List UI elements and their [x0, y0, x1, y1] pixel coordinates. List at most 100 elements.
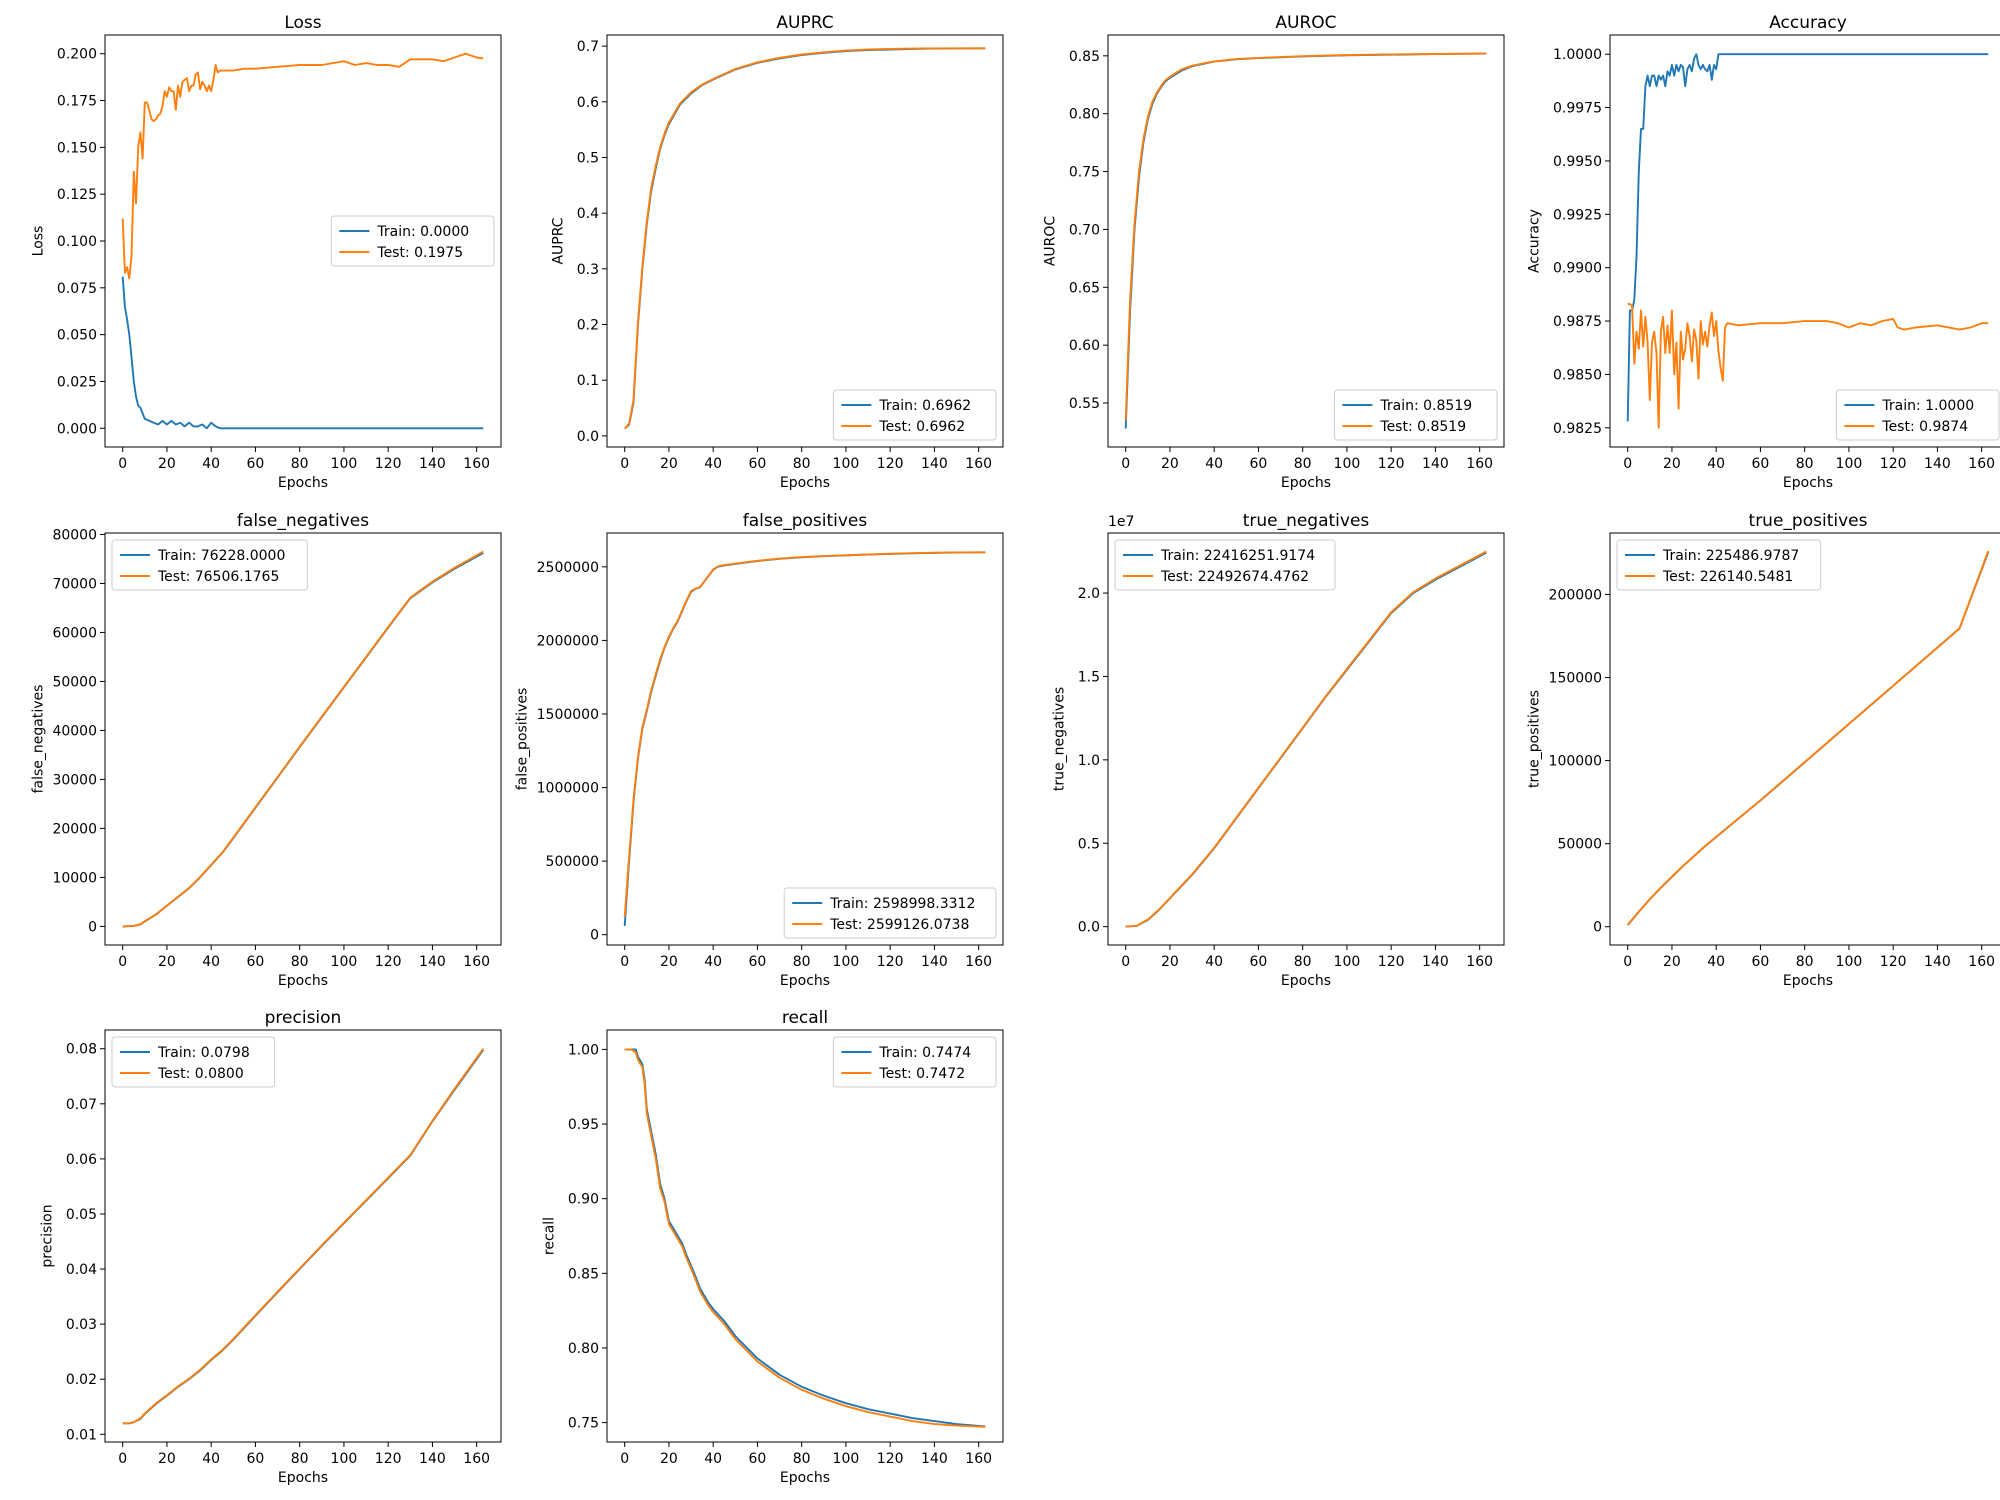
y-tick-label: 1500000: [537, 707, 599, 723]
x-tick-label: 120: [1880, 456, 1907, 472]
y-tick-label: 0.85: [568, 1266, 599, 1282]
x-tick-label: 80: [291, 954, 309, 970]
y-tick-label: 2500000: [537, 560, 599, 576]
x-tick-label: 40: [202, 1451, 220, 1467]
legend-label-train: Train: 225486.9787: [1662, 548, 1799, 564]
x-tick-label: 0: [1121, 456, 1130, 472]
x-tick-label: 40: [1707, 954, 1725, 970]
x-tick-label: 100: [1334, 954, 1361, 970]
y-tick-label: 20000: [52, 821, 97, 837]
plot-frame: [606, 532, 1004, 946]
y-axis-label: precision: [39, 1204, 55, 1267]
x-tick-label: 20: [158, 456, 176, 472]
legend: Train: 0.8519 Test: 0.8519: [1333, 389, 1498, 441]
x-axis-label: Epochs: [278, 475, 328, 491]
series-line-test: [122, 1048, 485, 1425]
y-tick-label: 0.150: [57, 140, 97, 156]
x-tick-label: 100: [1334, 456, 1361, 472]
y-tick-label: 0.025: [57, 374, 97, 390]
series-line-test: [623, 551, 986, 918]
plot-frame: [1609, 34, 2000, 448]
x-axis-label: Epochs: [1783, 973, 1833, 989]
x-tick-label: 120: [877, 954, 904, 970]
x-tick-label: 100: [833, 954, 860, 970]
panel-false-positives: 0 20 40 60 80 100 120 140 160 0 500000 1000000 15000…: [515, 511, 1004, 989]
y-axis-label: AUROC: [1042, 216, 1058, 267]
y-axis-label: Loss: [31, 226, 47, 257]
x-tick-label: 60: [247, 456, 265, 472]
x-tick-label: 20: [660, 954, 678, 970]
y-tick-label: 0.6: [577, 95, 599, 111]
y-axis-label: false_positives: [515, 688, 531, 791]
x-tick-label: 120: [877, 1451, 904, 1467]
x-tick-label: 120: [877, 456, 904, 472]
y-tick-label: 0.7: [577, 39, 599, 55]
series-line-test: [122, 550, 484, 928]
x-tick-label: 80: [793, 456, 811, 472]
legend: Train: 76228.0000 Test: 76506.1765: [111, 539, 308, 591]
series-line-test: [1125, 550, 1487, 928]
panel-title: recall: [782, 1008, 828, 1028]
x-axis-label: Epochs: [278, 973, 328, 989]
panel-precision: 0 20 40 60 80 100 120 140 160 0.01 0.02 0.03 0.04 0.0…: [39, 1008, 502, 1486]
x-tick-label: 60: [1752, 456, 1770, 472]
x-tick-label: 160: [1968, 456, 1995, 472]
y-axis-label: true_negatives: [1051, 687, 1067, 791]
panel-accuracy: 0 20 40 60 80 100 120 140 160 0.9825 0.9850 0.9875 0…: [1527, 13, 2000, 491]
x-tick-label: 20: [1161, 954, 1179, 970]
y-tick-label: 2000000: [537, 633, 599, 649]
series-line-test: [624, 1048, 986, 1428]
x-tick-label: 40: [202, 456, 220, 472]
series-line-test: [623, 47, 986, 430]
y-tick-label: 0.5: [577, 150, 599, 166]
legend: Train: 0.0000 Test: 0.1975: [330, 215, 495, 267]
x-axis-label: Epochs: [1281, 475, 1331, 491]
series-line-train: [623, 551, 986, 926]
y-tick-label: 50000: [1557, 837, 1602, 853]
y-tick-label: 0.0: [1078, 920, 1100, 936]
legend-label-test: Test: 2599126.0738: [829, 917, 969, 933]
panel-title: Loss: [284, 13, 321, 33]
x-tick-label: 40: [704, 456, 722, 472]
x-tick-label: 140: [419, 1451, 446, 1467]
legend-box: [111, 539, 308, 591]
y-tick-label: 0.60: [1069, 338, 1100, 354]
panel-true-positives: 0 20 40 60 80 100 120 140 160 0 50000 100000 150000 2…: [1527, 511, 2000, 989]
y-tick-label: 0.75: [1069, 165, 1100, 181]
y-tick-label: 0.000: [57, 421, 97, 437]
panel-auroc: 0 20 40 60 80 100 120 140 160 0.55 0.60 0.65 0.70 0.7…: [1042, 13, 1505, 491]
y-tick-label: 0.175: [57, 94, 97, 110]
legend-label-test: Test: 226140.5481: [1662, 569, 1793, 585]
y-axis-label: false_negatives: [31, 685, 47, 794]
panel-loss: 0 20 40 60 80 100 120 140 160 0.000 0.025 0.050 0.07…: [31, 13, 502, 491]
y-tick-label: 0.06: [66, 1152, 97, 1168]
panel-false-negatives: 0 20 40 60 80 100 120 140 160 0 10000 20000 30000 400…: [31, 511, 502, 989]
x-tick-label: 160: [463, 954, 490, 970]
plot-frame: [104, 532, 502, 946]
y-tick-label: 10000: [52, 870, 97, 886]
legend-label-train: Train: 0.6962: [878, 398, 971, 414]
x-tick-label: 160: [1466, 954, 1493, 970]
legend-box: [832, 1036, 997, 1088]
y-tick-label: 0.9875: [1553, 314, 1602, 330]
x-tick-label: 140: [921, 954, 948, 970]
y-tick-label: 0.55: [1069, 396, 1100, 412]
y-tick-label: 0.80: [568, 1341, 599, 1357]
x-tick-label: 100: [1836, 456, 1863, 472]
plot-frame: [104, 1029, 502, 1443]
x-tick-label: 40: [704, 954, 722, 970]
x-tick-label: 140: [419, 954, 446, 970]
x-tick-label: 80: [793, 1451, 811, 1467]
x-tick-label: 120: [375, 954, 402, 970]
legend-box: [330, 215, 495, 267]
legend-box: [1114, 539, 1336, 591]
legend-box: [111, 1036, 276, 1088]
panel-title: precision: [265, 1008, 342, 1028]
plot-frame: [606, 1029, 1004, 1443]
legend-box: [783, 887, 997, 939]
legend-label-train: Train: 0.0000: [376, 224, 469, 240]
x-tick-label: 20: [158, 1451, 176, 1467]
y-tick-label: 1.0: [1078, 753, 1100, 769]
x-tick-label: 80: [1796, 456, 1814, 472]
series-line-test: [1626, 550, 1990, 926]
